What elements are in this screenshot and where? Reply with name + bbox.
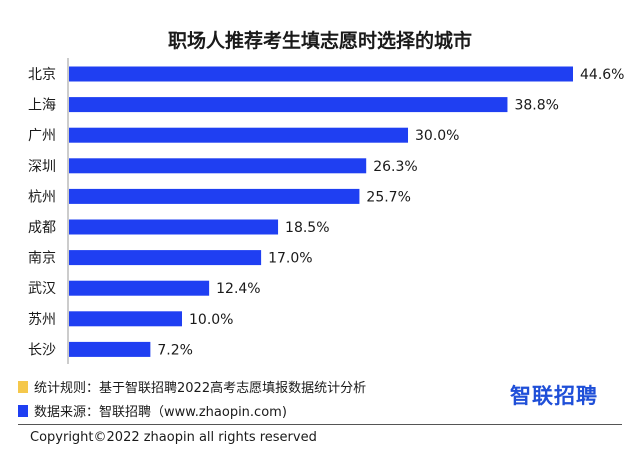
bar [69,158,367,174]
bar [69,97,508,113]
value-label: 18.5% [285,220,329,236]
value-label: 7.2% [157,342,193,358]
bar [69,127,409,143]
value-label: 30.0% [415,128,459,144]
category-label: 苏州 [28,312,56,328]
bar [69,250,262,266]
bar [69,341,151,357]
bar [69,188,360,204]
category-label: 北京 [28,67,56,83]
bar [69,280,210,296]
source-marker [18,404,28,417]
category-label: 杭州 [28,189,56,205]
category-label: 深圳 [28,159,56,175]
bar [69,219,279,235]
source-note: 数据来源：智联招聘（www.zhaopin.com) [18,401,287,420]
value-label: 25.7% [366,189,410,205]
category-label: 南京 [28,251,56,267]
category-label: 武汉 [28,281,56,297]
value-label: 10.0% [189,312,233,328]
category-label: 上海 [28,98,56,114]
value-label: 38.8% [514,98,558,114]
rule-marker [18,380,28,393]
copyright-text: Copyright©2022 zhaopin all rights reserv… [30,430,317,445]
value-label: 17.0% [268,251,312,267]
category-label: 广州 [28,128,56,144]
category-label: 成都 [28,220,56,236]
source-note-text: 数据来源：智联招聘（www.zhaopin.com) [34,405,287,420]
bar-chart: 北京 44.6% 上海 38.8% 广州 30.0% 深圳 26.3% 杭州 25.7% 成都 18.… [28,58,624,364]
bar [69,311,183,327]
value-label: 44.6% [580,67,624,83]
chart-title: 职场人推荐考生填志愿时选择的城市 [167,30,472,52]
rule-note-text: 统计规则：基于智联招聘2022高考志愿填报数据统计分析 [34,381,367,396]
rule-note: 统计规则：基于智联招聘2022高考志愿填报数据统计分析 [18,377,366,396]
category-label: 长沙 [28,342,56,358]
value-label: 12.4% [216,281,260,297]
brand-logo: 智联招聘 [510,384,598,408]
value-label: 26.3% [373,159,417,175]
bar [69,66,573,82]
divider [18,424,622,425]
